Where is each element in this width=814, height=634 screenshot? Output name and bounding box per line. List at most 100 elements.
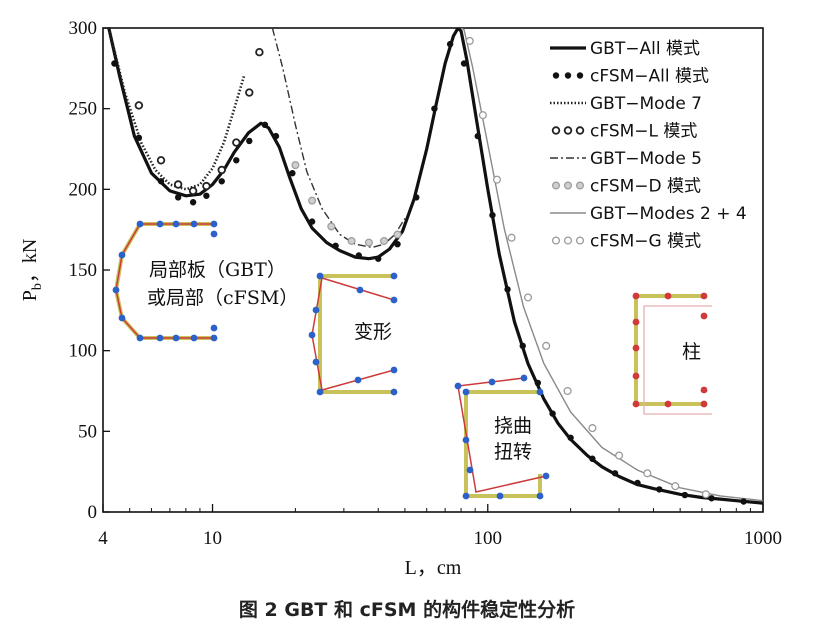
flexural-torsional-mode-shape bbox=[454, 374, 550, 500]
data-point bbox=[135, 134, 143, 141]
data-point bbox=[255, 48, 264, 57]
data-point bbox=[291, 161, 300, 170]
legend-swatch bbox=[551, 126, 561, 135]
data-point bbox=[327, 222, 336, 231]
data-point bbox=[615, 451, 624, 460]
data-point bbox=[519, 342, 526, 350]
data-point bbox=[534, 379, 542, 387]
data-point bbox=[261, 121, 269, 128]
annotation-local-2: 或局部（cFSM） bbox=[147, 287, 298, 309]
annotation-global: 柱 bbox=[682, 341, 701, 363]
legend-label: cFSM−All 模式 bbox=[590, 67, 709, 87]
data-point bbox=[643, 469, 652, 478]
series bbox=[465, 36, 710, 499]
data-point bbox=[567, 434, 574, 441]
annotation-flexural-1: 挠曲 bbox=[494, 415, 532, 437]
annotation-local-1: 局部板（GBT） bbox=[149, 259, 286, 281]
local-mode-shape bbox=[112, 220, 218, 342]
data-point bbox=[272, 132, 280, 140]
data-point bbox=[308, 218, 316, 225]
data-point bbox=[375, 255, 382, 262]
series bbox=[460, 28, 763, 502]
legend-item: GBT−All 模式 bbox=[550, 39, 700, 59]
data-point bbox=[174, 194, 182, 201]
data-point bbox=[708, 495, 715, 502]
series bbox=[291, 161, 402, 247]
data-point bbox=[308, 196, 317, 205]
data-point bbox=[681, 491, 689, 499]
annotation-flexural-2: 扭转 bbox=[494, 441, 532, 463]
data-point bbox=[413, 194, 420, 201]
y-tick-label: 300 bbox=[69, 18, 98, 39]
y-tick-label: 200 bbox=[69, 179, 98, 200]
y-axis-title: Pb，kN bbox=[19, 239, 45, 302]
legend-swatch bbox=[563, 126, 573, 135]
data-point bbox=[588, 424, 597, 433]
x-axis-title: L，cm bbox=[405, 557, 462, 579]
data-point bbox=[202, 181, 211, 191]
legend-item: GBT−Modes 2 + 4 bbox=[550, 204, 747, 224]
legend-swatch bbox=[575, 126, 585, 135]
data-point bbox=[542, 341, 551, 350]
data-point bbox=[507, 233, 516, 242]
data-point bbox=[611, 470, 619, 477]
axis-ticks: 0 50 100 150 200 250 300 4 10 100 1000 bbox=[69, 18, 783, 549]
series-line bbox=[460, 28, 763, 502]
data-point bbox=[740, 498, 747, 505]
data-point bbox=[446, 40, 454, 48]
y-tick-label: 100 bbox=[69, 341, 98, 362]
data-point bbox=[173, 180, 183, 189]
data-point bbox=[656, 486, 663, 493]
data-point bbox=[549, 410, 556, 417]
y-tick-label: 0 bbox=[88, 502, 98, 523]
data-point bbox=[671, 482, 680, 491]
legend-swatch bbox=[563, 236, 573, 245]
data-point bbox=[701, 490, 710, 499]
legend: GBT−All 模式 cFSM−All 模式 GBT−Mode 7 cFSM−L 模式… bbox=[550, 39, 747, 252]
data-point bbox=[156, 156, 166, 165]
series bbox=[107, 28, 763, 505]
data-point bbox=[188, 186, 198, 196]
data-point bbox=[563, 386, 572, 396]
series bbox=[271, 28, 406, 249]
data-point bbox=[233, 157, 240, 164]
legend-item: cFSM−D 模式 bbox=[551, 177, 701, 197]
legend-item: cFSM−G 模式 bbox=[551, 232, 701, 252]
data-point bbox=[203, 192, 210, 199]
series bbox=[107, 28, 246, 191]
data-point bbox=[332, 242, 339, 249]
x-tick-label: 100 bbox=[474, 528, 503, 549]
data-point bbox=[393, 230, 402, 239]
series bbox=[111, 40, 747, 505]
legend-label: GBT−Modes 2 + 4 bbox=[590, 204, 747, 224]
y-axis-title-sub: b bbox=[30, 283, 45, 290]
data-point bbox=[634, 479, 641, 487]
data-point bbox=[380, 236, 389, 245]
data-point bbox=[364, 238, 373, 247]
annotation-distortional: 变形 bbox=[354, 321, 392, 343]
legend-label: GBT−Mode 7 bbox=[590, 94, 702, 114]
data-point bbox=[111, 60, 118, 67]
series bbox=[134, 48, 264, 196]
data-point bbox=[465, 36, 474, 45]
data-point bbox=[347, 236, 356, 245]
legend-item: GBT−Mode 7 bbox=[550, 94, 702, 114]
legend-label: cFSM−D 模式 bbox=[590, 177, 701, 197]
data-point bbox=[217, 165, 226, 175]
data-point bbox=[134, 101, 144, 110]
legend-swatch bbox=[576, 72, 584, 79]
data-point bbox=[394, 240, 401, 248]
data-point bbox=[289, 170, 296, 177]
legend-label: cFSM−L 模式 bbox=[590, 122, 697, 142]
y-tick-label: 150 bbox=[69, 260, 98, 281]
data-point bbox=[232, 138, 241, 147]
legend-swatch bbox=[551, 181, 560, 190]
y-axis-title-tail: ，kN bbox=[19, 239, 41, 283]
legend-swatch bbox=[563, 181, 572, 190]
data-point bbox=[157, 178, 165, 185]
x-tick-label: 1000 bbox=[744, 528, 782, 549]
data-point bbox=[246, 137, 253, 145]
legend-swatch bbox=[552, 72, 560, 79]
legend-swatch bbox=[575, 236, 585, 245]
